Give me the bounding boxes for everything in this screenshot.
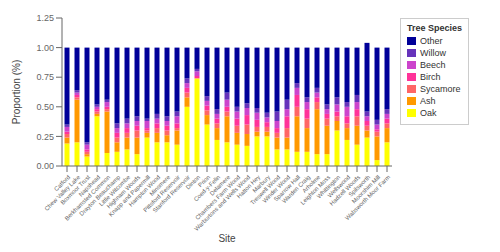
svg-text:Highnam Woods: Highnam Woods (105, 174, 142, 210)
svg-text:Marbury: Marbury (251, 174, 272, 194)
svg-text:1.00: 1.00 (36, 43, 54, 53)
svg-text:Stanford Reservoir: Stanford Reservoir (152, 174, 192, 214)
svg-text:Dinton: Dinton (184, 174, 202, 191)
html-text:Sycamore: Sycamore (420, 84, 461, 94)
svg-text:Proportion (%): Proportion (%) (11, 60, 22, 124)
html-text:Oak: Oak (420, 108, 437, 118)
svg-text:Prion: Prion (197, 174, 212, 189)
svg-text:Spilsworth: Spilsworth (347, 174, 372, 198)
svg-text:Whittington: Whittington (315, 174, 342, 200)
svg-text:Chambers Farm Wood: Chambers Farm Wood (194, 174, 241, 221)
svg-text:Drayton Beauchamp: Drayton Beauchamp (78, 174, 122, 217)
svg-text:0.00: 0.00 (36, 161, 54, 171)
svg-text:Pittsford Reservoir: Pittsford Reservoir (142, 174, 182, 214)
svg-text:0.50: 0.50 (36, 102, 54, 112)
svg-text:Moorshim Mill: Moorshim Mill (350, 174, 382, 205)
svg-text:Wellswood: Wellswood (326, 174, 352, 199)
svg-text:Leighton Moss: Leighton Moss (299, 174, 332, 206)
svg-text:0.25: 0.25 (36, 132, 54, 142)
svg-text:Knapp and Papermill: Knapp and Papermill (107, 174, 152, 218)
svg-text:Catford: Catford (53, 174, 72, 193)
svg-text:Boxmoor Trust: Boxmoor Trust (59, 174, 92, 206)
html-text:Beech: Beech (420, 60, 446, 70)
html-text:Tree Species: Tree Species (407, 23, 462, 33)
svg-text:Berkhamsted Common: Berkhamsted Common (63, 174, 112, 222)
svg-text:Warburtons and Wells Wood: Warburtons and Wells Wood (193, 174, 251, 232)
html-text:Other: Other (420, 36, 443, 46)
svg-text:Warden Craig: Warden Craig (281, 174, 312, 205)
svg-text:Winder Wood: Winder Wood (261, 174, 292, 204)
html-text:Ash: Ash (420, 96, 436, 106)
svg-text:Treswell Wood: Treswell Wood (249, 174, 282, 207)
svg-text:Hampton Wood: Hampton Wood (127, 174, 162, 208)
svg-text:Arholme: Arholme (301, 174, 322, 194)
svg-text:Chew Valley Lake: Chew Valley Lake (43, 174, 82, 212)
html-text:Willow: Willow (420, 48, 446, 58)
svg-text:Wabsworth Moor Farm: Wabsworth Moor Farm (344, 174, 391, 221)
svg-text:0.75: 0.75 (36, 72, 54, 82)
svg-text:Hadzell Woods: Hadzell Woods (328, 174, 362, 207)
svg-text:Site: Site (218, 233, 236, 244)
svg-text:Napshead: Napshead (77, 174, 102, 198)
svg-text:Hatton Hey: Hatton Hey (235, 174, 262, 200)
svg-text:Little Witcombe: Little Witcombe (98, 174, 132, 208)
svg-text:1.25: 1.25 (36, 13, 54, 23)
svg-text:Coed-y-Felin: Coed-y-Felin (192, 174, 222, 203)
html-text:Birch: Birch (420, 72, 441, 82)
svg-text:Delamere: Delamere (208, 174, 232, 197)
svg-text:Sparrow Hall: Sparrow Hall (272, 174, 302, 203)
svg-text:Minsmere: Minsmere (148, 174, 172, 197)
